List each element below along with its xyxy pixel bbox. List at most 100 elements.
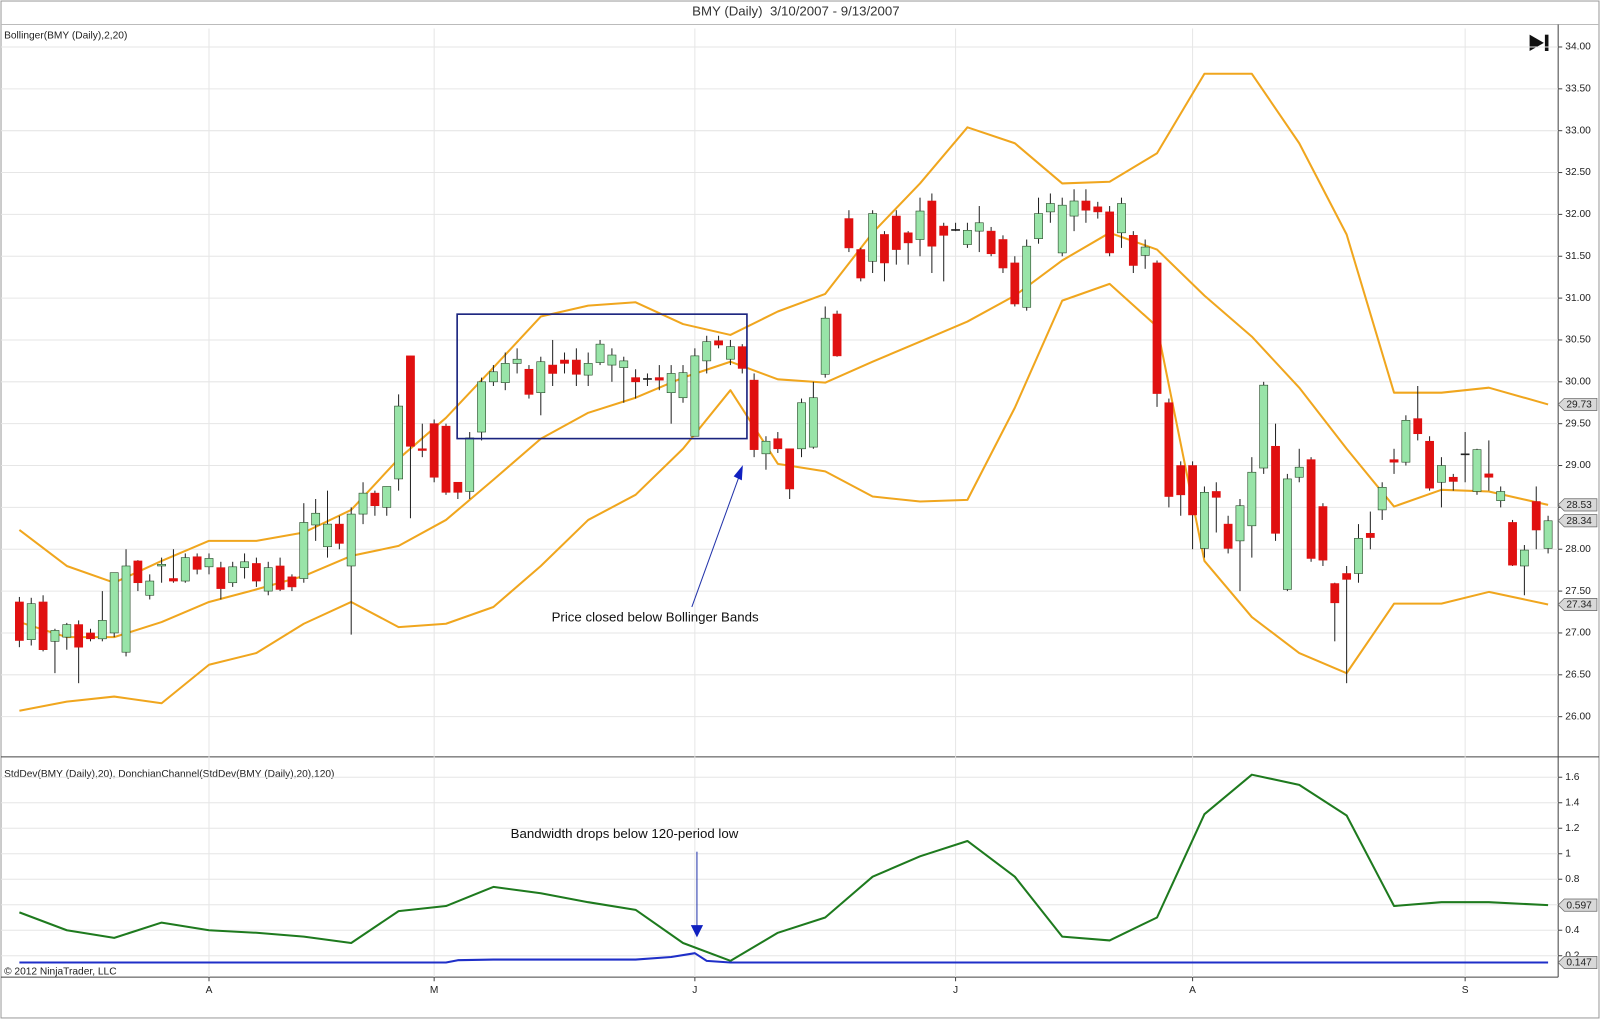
plot: 26.0026.5027.0027.5028.0028.5029.0029.50… xyxy=(1,28,1598,996)
y-tick-label: 32.00 xyxy=(1565,209,1591,220)
candle-body xyxy=(903,232,913,244)
y-tick-label: 34.00 xyxy=(1565,42,1591,53)
highlight-box xyxy=(456,313,748,440)
value-tag-label: 27.34 xyxy=(1566,600,1592,611)
y-tick-label: 27.00 xyxy=(1565,628,1591,639)
candle-body xyxy=(1520,549,1529,567)
candle-body xyxy=(891,215,901,250)
candle-body xyxy=(192,556,202,570)
candle-body xyxy=(453,481,463,493)
candle-body xyxy=(1200,492,1209,549)
y-tick-label: 33.00 xyxy=(1565,125,1591,136)
candle-body xyxy=(1365,533,1375,538)
candle-body xyxy=(1496,491,1506,501)
candle-body xyxy=(1022,245,1032,308)
candle-body xyxy=(1105,211,1115,254)
candle-body xyxy=(465,437,475,492)
candle-body xyxy=(74,624,84,648)
candle-body xyxy=(1128,235,1138,266)
candle-body xyxy=(1093,206,1103,213)
candle-body xyxy=(1472,449,1482,492)
panel-label: StdDev(BMY (Daily),20), DonchianChannel(… xyxy=(4,769,334,780)
arrow-head xyxy=(690,925,704,938)
y-tick-label: 0.8 xyxy=(1565,874,1579,885)
candle-body xyxy=(180,557,190,582)
y-tick-label: 1.6 xyxy=(1565,772,1579,783)
candle-body xyxy=(477,381,486,433)
candle-body xyxy=(62,624,72,638)
candle-body xyxy=(702,341,712,362)
candle-body xyxy=(287,576,297,588)
candle-body xyxy=(1437,465,1446,483)
candle-body xyxy=(109,572,119,634)
y-tick-label: 33.50 xyxy=(1565,84,1591,95)
value-tag xyxy=(1557,514,1598,528)
candle-body xyxy=(607,354,617,366)
candle-body xyxy=(204,558,214,568)
candle-body xyxy=(500,363,510,383)
value-tag xyxy=(1557,498,1598,512)
candle-body xyxy=(263,567,273,592)
value-tag xyxy=(1557,598,1598,611)
candle-body xyxy=(1211,491,1221,498)
x-tick-label: A xyxy=(1189,985,1196,996)
candle-body xyxy=(1034,213,1043,239)
candle-body xyxy=(1188,465,1197,516)
annotation: Bandwidth drops below 120-period low xyxy=(511,826,739,841)
y-tick-label: 26.50 xyxy=(1565,669,1591,680)
candle-body xyxy=(1282,478,1292,590)
candle-body xyxy=(38,601,48,650)
candle-body xyxy=(939,225,949,236)
candle-body xyxy=(417,448,427,451)
candle-body xyxy=(382,486,392,508)
candle-body xyxy=(394,405,403,480)
candle-body xyxy=(548,364,558,374)
x-tick-label: S xyxy=(1462,985,1469,996)
y-tick-label: 31.00 xyxy=(1565,293,1591,304)
candle-body xyxy=(654,377,664,381)
candle-body xyxy=(1057,204,1067,254)
y-tick-label: 31.50 xyxy=(1565,251,1591,262)
candle-body xyxy=(571,359,581,375)
candle-body xyxy=(1389,459,1399,463)
series-line xyxy=(18,72,1549,584)
candle-body xyxy=(915,210,925,240)
y-tick-label: 1.2 xyxy=(1565,823,1579,834)
candle-body xyxy=(275,565,285,590)
arrow xyxy=(691,477,740,608)
candle-body xyxy=(429,423,439,478)
candle-body xyxy=(1342,573,1352,580)
candle-body xyxy=(631,377,640,383)
candle-body xyxy=(868,213,878,262)
value-tag-label: 28.53 xyxy=(1566,500,1592,511)
candle-body xyxy=(86,632,95,640)
candle-body xyxy=(1164,402,1174,497)
series-line xyxy=(19,282,1549,712)
candle-body xyxy=(1401,420,1411,463)
candle-body xyxy=(15,601,24,641)
candle-body xyxy=(1235,505,1245,542)
candle-body xyxy=(998,239,1008,269)
candle-body xyxy=(216,567,226,589)
candle-body xyxy=(1330,583,1340,604)
candle-body xyxy=(157,564,166,567)
candle-body xyxy=(252,563,261,582)
candle-body xyxy=(1247,471,1257,527)
candle-body xyxy=(880,234,889,264)
candle-body xyxy=(1294,466,1304,478)
arrow-head xyxy=(733,465,743,481)
y-tick-label: 28.00 xyxy=(1565,544,1591,555)
chart-title: BMY (Daily) 3/10/2007 - 9/13/2007 xyxy=(692,4,900,19)
candle-body xyxy=(1152,262,1162,394)
candle-body xyxy=(820,317,830,375)
copyright: © 2012 NinjaTrader, LLC xyxy=(4,967,116,978)
candle-body xyxy=(145,580,155,596)
candle-body xyxy=(1318,506,1328,561)
candle-body xyxy=(1425,440,1434,489)
candle-body xyxy=(726,346,735,360)
candle-body xyxy=(1484,473,1494,478)
value-tag-label: 0.597 xyxy=(1566,900,1592,911)
candle-body xyxy=(963,229,972,245)
candle-body xyxy=(1259,384,1269,469)
